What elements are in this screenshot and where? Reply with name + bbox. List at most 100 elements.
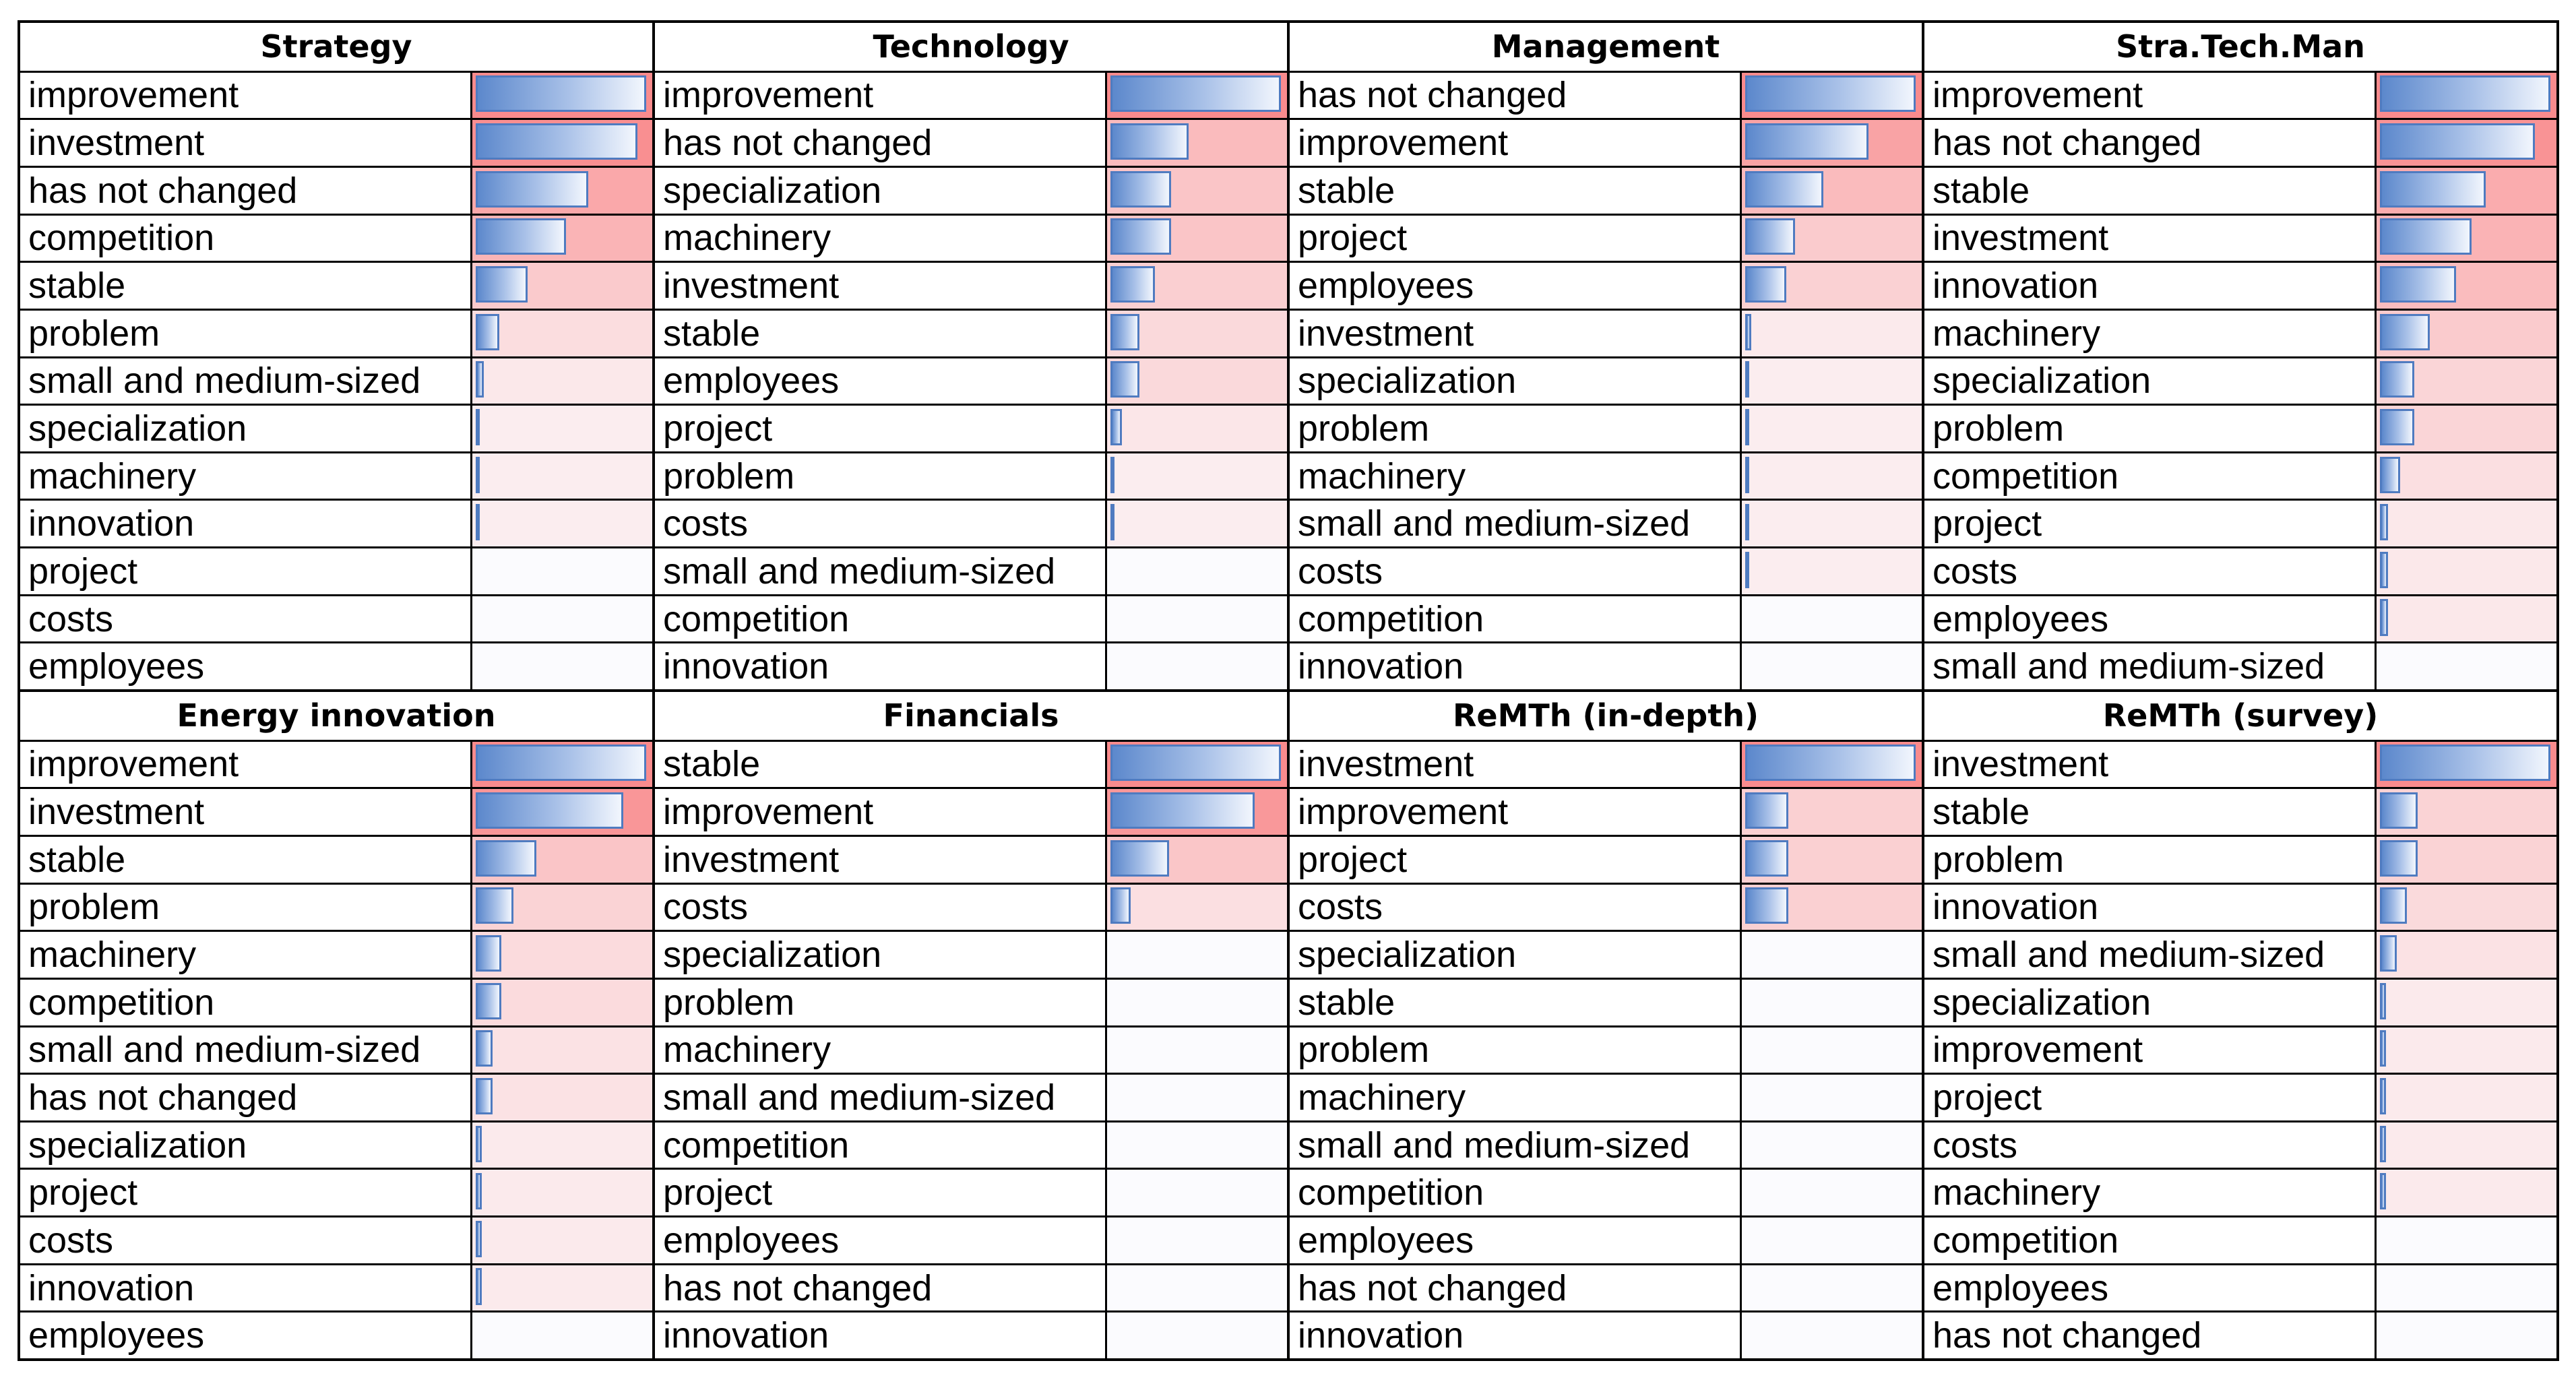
value-cell (1741, 979, 1922, 1025)
value-cell (1741, 1075, 1922, 1120)
table-row: improvement (655, 787, 1287, 835)
term-table: Energy innovation improvement investment st… (20, 692, 655, 1361)
term-label: improvement (655, 72, 1107, 119)
value-bar (475, 840, 536, 877)
table-row: machinery (20, 930, 652, 978)
table-title: ReMTh (in-depth) (1453, 697, 1759, 734)
table-title: Management (1491, 28, 1720, 65)
value-cell (472, 836, 652, 883)
term-label: competition (20, 979, 472, 1025)
term-label: project (1290, 215, 1742, 261)
table-row: problem (1924, 834, 2556, 883)
value-cell (1106, 596, 1287, 642)
value-bar (2379, 935, 2397, 972)
value-cell (2376, 1122, 2556, 1168)
table-row: employees (655, 356, 1287, 404)
value-bar (1745, 265, 1787, 303)
table-row: improvement (20, 739, 652, 788)
table-row: employees (1924, 594, 2556, 642)
value-cell (472, 596, 652, 642)
term-label: problem (655, 453, 1107, 499)
table-row: investment (1290, 739, 1922, 788)
value-bar (1745, 456, 1749, 493)
value-cell (2376, 789, 2556, 835)
value-cell (472, 884, 652, 930)
table-row: improvement (1924, 1025, 2556, 1073)
term-table: ReMTh (in-depth) investment improvement pro… (1290, 692, 1924, 1361)
table-row: costs (20, 1215, 652, 1263)
table-row: project (1290, 834, 1922, 883)
table-row: innovation (1290, 1310, 1922, 1358)
term-label: costs (1290, 884, 1742, 930)
value-bar (2379, 551, 2388, 588)
value-bar (475, 1173, 482, 1210)
value-bar (1745, 792, 1788, 829)
term-label: innovation (1924, 263, 2377, 309)
value-cell (1106, 310, 1287, 356)
term-label: has not changed (1924, 120, 2377, 166)
term-label: problem (1924, 836, 2377, 883)
value-bar (2379, 1077, 2387, 1114)
value-cell (2376, 884, 2556, 930)
term-label: project (655, 406, 1107, 451)
table-row: has not changed (20, 1073, 652, 1120)
table-row: small and medium-sized (655, 1073, 1287, 1120)
term-label: problem (1290, 1027, 1742, 1073)
table-row: costs (1924, 546, 2556, 594)
table-row: competition (1924, 1215, 2556, 1263)
term-label: machinery (655, 1027, 1107, 1073)
table-row: innovation (655, 1310, 1287, 1358)
term-label: innovation (655, 1312, 1107, 1358)
table-row: specialization (1290, 356, 1922, 404)
value-bar (1110, 75, 1281, 113)
table-row: small and medium-sized (1924, 930, 2556, 978)
value-cell (2376, 741, 2556, 788)
value-cell (1106, 1075, 1287, 1120)
value-cell (2376, 167, 2556, 214)
value-cell (1741, 358, 1922, 404)
value-bar (2379, 1125, 2387, 1162)
value-cell (472, 1122, 652, 1168)
value-bar (2379, 982, 2387, 1019)
term-label: improvement (20, 72, 472, 119)
value-cell (2376, 263, 2556, 309)
term-label: stable (1924, 789, 2377, 835)
value-cell (1106, 1217, 1287, 1263)
table-row: machinery (1924, 308, 2556, 356)
value-cell (2376, 596, 2556, 642)
value-bar (2379, 361, 2414, 398)
table-row: small and medium-sized (655, 546, 1287, 594)
table-row: stable (1924, 165, 2556, 214)
value-bar (1110, 218, 1171, 255)
table-row: small and medium-sized (20, 356, 652, 404)
term-label: employees (655, 1217, 1107, 1263)
value-cell (472, 1312, 652, 1358)
value-cell (2376, 548, 2556, 594)
table-row: employees (20, 641, 652, 689)
table-row: investment (20, 787, 652, 835)
table-row: competition (20, 213, 652, 261)
table-row: innovation (1924, 882, 2556, 930)
value-cell (472, 1075, 652, 1120)
term-label: problem (20, 884, 472, 930)
term-label: specialization (20, 1122, 472, 1168)
value-bar (1745, 408, 1749, 445)
value-bar (1745, 75, 1916, 113)
term-table: Strategy improvement investment has not cha… (20, 23, 655, 692)
value-bar (2379, 745, 2550, 782)
value-bar (1110, 408, 1122, 445)
value-cell (472, 215, 652, 261)
value-cell (1741, 167, 1922, 214)
term-label: project (1924, 501, 2377, 547)
table-row: has not changed (1924, 1310, 2556, 1358)
term-label: improvement (1290, 789, 1742, 835)
table-row: competition (655, 1120, 1287, 1168)
value-cell (1741, 1122, 1922, 1168)
term-label: improvement (655, 789, 1107, 835)
value-bar (1745, 218, 1796, 255)
value-bar (1110, 504, 1114, 541)
table-row: specialization (1924, 977, 2556, 1025)
value-cell (1106, 120, 1287, 166)
term-label: investment (655, 263, 1107, 309)
term-label: specialization (1290, 932, 1742, 978)
